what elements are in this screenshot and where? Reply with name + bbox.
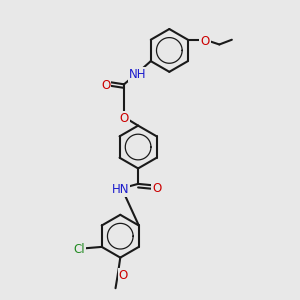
Text: O: O	[119, 112, 129, 125]
Text: O: O	[200, 35, 210, 48]
Text: NH: NH	[129, 68, 146, 81]
Text: O: O	[101, 79, 110, 92]
Text: O: O	[152, 182, 161, 195]
Text: HN: HN	[112, 183, 129, 196]
Text: Cl: Cl	[74, 243, 85, 256]
Text: O: O	[118, 269, 128, 282]
